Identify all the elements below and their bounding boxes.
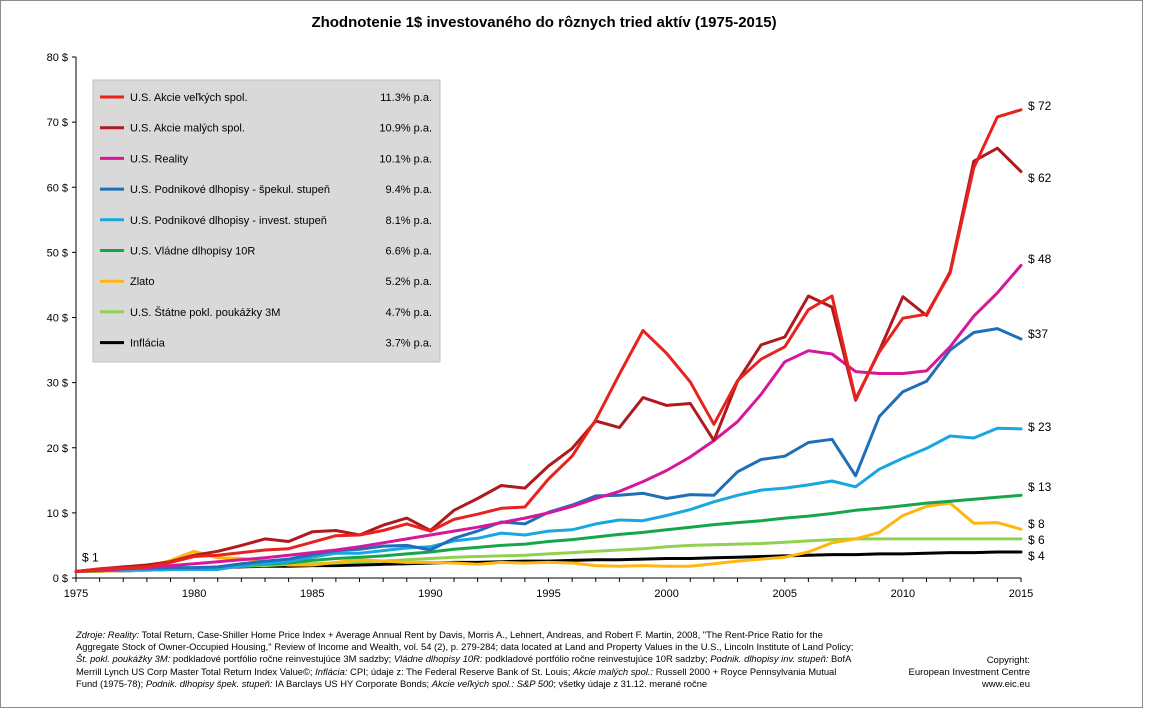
legend-series-rate: 4.7% p.a. xyxy=(386,307,432,319)
source-hy-bond-text: IA Barclays US HY Corporate Bonds; xyxy=(272,677,432,689)
legend-series-rate: 3.7% p.a. xyxy=(386,338,432,350)
series-end-label: $37 xyxy=(1028,327,1048,341)
legend-series-rate: 5.2% p.a. xyxy=(386,276,432,288)
legend-series-name: U.S. Podnikové dlhopisy - invest. stupeň xyxy=(130,215,327,227)
source-reality-text: Total Return, Case-Shiller Home Price In… xyxy=(76,629,854,653)
source-hy-bond-label: Podnik. dlhopisy špek. stupeň: xyxy=(145,677,273,689)
x-tick-label: 1990 xyxy=(418,588,442,600)
y-tick-label: 20 $ xyxy=(47,443,68,455)
source-largecap-text: S&P 500 xyxy=(514,677,554,689)
copyright-owner: European Investment Centre xyxy=(908,667,1030,678)
y-tick-label: 10 $ xyxy=(47,508,68,520)
y-tick-label: 40 $ xyxy=(47,313,68,325)
y-tick-label: 60 $ xyxy=(47,182,68,194)
x-tick-label: 1975 xyxy=(64,588,88,600)
source-ig-bond-label: Podnik. dlhopisy inv. stupeň: xyxy=(710,653,829,665)
legend-series-name: U.S. Podnikové dlhopisy - špekul. stupeň xyxy=(130,184,330,196)
legend-series-rate: 11.3% p.a. xyxy=(380,92,432,104)
legend-box xyxy=(92,79,441,363)
legend-series-name: U.S. Reality xyxy=(130,153,189,165)
series-end-label: $ 13 xyxy=(1028,480,1052,494)
series-line xyxy=(74,327,1023,573)
y-tick-label: 80 $ xyxy=(47,52,68,64)
end-labels: $ 72 $ 62 $ 48 $37 $ 23 $ 13 $ 8 $ 6 $ 4 xyxy=(1028,99,1052,563)
legend-series-name: Inflácia xyxy=(130,338,166,350)
series-end-label: $ 23 xyxy=(1028,420,1052,434)
source-gov-bond-label: Vládne dlhopisy 10R: xyxy=(393,653,483,665)
legend-series-rate: 9.4% p.a. xyxy=(386,184,432,196)
copyright: Copyright: European Investment Centre ww… xyxy=(909,655,1030,691)
legend-series-rate: 10.1% p.a. xyxy=(379,153,432,165)
series-line xyxy=(74,501,1023,573)
source-smallcap-text: Russell 2000 + Royce Pennsylvania Mutual… xyxy=(76,665,837,689)
x-tick-label: 2005 xyxy=(773,588,797,600)
y-tick-label: 70 $ xyxy=(47,117,68,129)
series-line xyxy=(74,426,1023,573)
series-end-label: $ 6 xyxy=(1028,533,1045,547)
y-tick-label: 30 $ xyxy=(47,378,68,390)
x-tick-label: 1980 xyxy=(182,588,206,600)
source-reality-label: Reality: xyxy=(107,629,140,640)
source-tbill-text: podkladové portfólio ročne reinvestujúce… xyxy=(170,653,394,665)
copyright-label: Copyright: xyxy=(986,655,1030,666)
legend-series-name: Zlato xyxy=(130,276,154,288)
start-value-label: $ 1 xyxy=(82,550,99,564)
axes: 0 $ 10 $ 20 $ 30 $ 40 $ 50 $ 60 $ 70 $ 80 $ 1975 1… xyxy=(47,52,1034,600)
x-tick-label: 1985 xyxy=(300,588,324,600)
y-tick-label: 0 $ xyxy=(53,573,68,585)
legend-series-name: U.S. Štátne pokl. poukážky 3M xyxy=(130,306,280,319)
x-tick-label: 2015 xyxy=(1009,588,1033,600)
y-tick-label: 50 $ xyxy=(47,247,68,259)
copyright-url: www.eic.eu xyxy=(981,679,1030,690)
series-end-label: $ 62 xyxy=(1028,171,1052,185)
source-largecap-label: Akcie veľkých spol.: xyxy=(431,677,515,689)
series-end-label: $ 72 xyxy=(1028,99,1052,113)
series-end-label: $ 8 xyxy=(1028,517,1045,531)
source-label: Zdroje: xyxy=(76,629,106,640)
series-lines xyxy=(74,108,1023,573)
source-ig-bond-text: BofA Merrill Lynch US Corp Master Total … xyxy=(76,653,851,677)
legend-series-rate: 6.6% p.a. xyxy=(386,246,432,258)
legend-series-rate: 10.9% p.a. xyxy=(379,123,432,135)
x-tick-label: 2010 xyxy=(891,588,915,600)
chart-title: Zhodnotenie 1$ investovaného do rôznych … xyxy=(311,14,776,31)
source-inflation-label: Inflácia: xyxy=(315,665,348,677)
series-end-label: $ 48 xyxy=(1028,252,1052,266)
legend-series-name: U.S. Akcie malých spol. xyxy=(130,123,245,135)
source-smallcap-label: Akcie malých spol.: xyxy=(572,665,654,677)
legend-series-rate: 8.1% p.a. xyxy=(386,215,432,227)
series-line xyxy=(74,263,1023,573)
legend-series-name: U.S. Akcie veľkých spol. xyxy=(130,92,248,104)
source-tbill-label: Št. pokl. poukážky 3M: xyxy=(76,653,171,665)
source-tail-text: ; všetky údaje z 31.12. merané ročne xyxy=(553,677,708,689)
source-gov-bond-text: podkladové portfólio ročne reinvestujúce… xyxy=(482,653,711,665)
series-line xyxy=(74,108,1023,573)
source-inflation-text: CPI; údaje z: The Federal Reserve Bank o… xyxy=(347,665,573,677)
x-tick-label: 2000 xyxy=(654,588,678,600)
x-tick-label: 1995 xyxy=(536,588,560,600)
legend-series-name: U.S. Vládne dlhopisy 10R xyxy=(130,246,255,258)
legend: U.S. Akcie veľkých spol. 11.3% p.a. U.S. A… xyxy=(92,79,441,363)
source-note: Zdroje: Reality: Total Return, Case-Shil… xyxy=(76,629,856,690)
series-end-label: $ 4 xyxy=(1028,549,1045,563)
